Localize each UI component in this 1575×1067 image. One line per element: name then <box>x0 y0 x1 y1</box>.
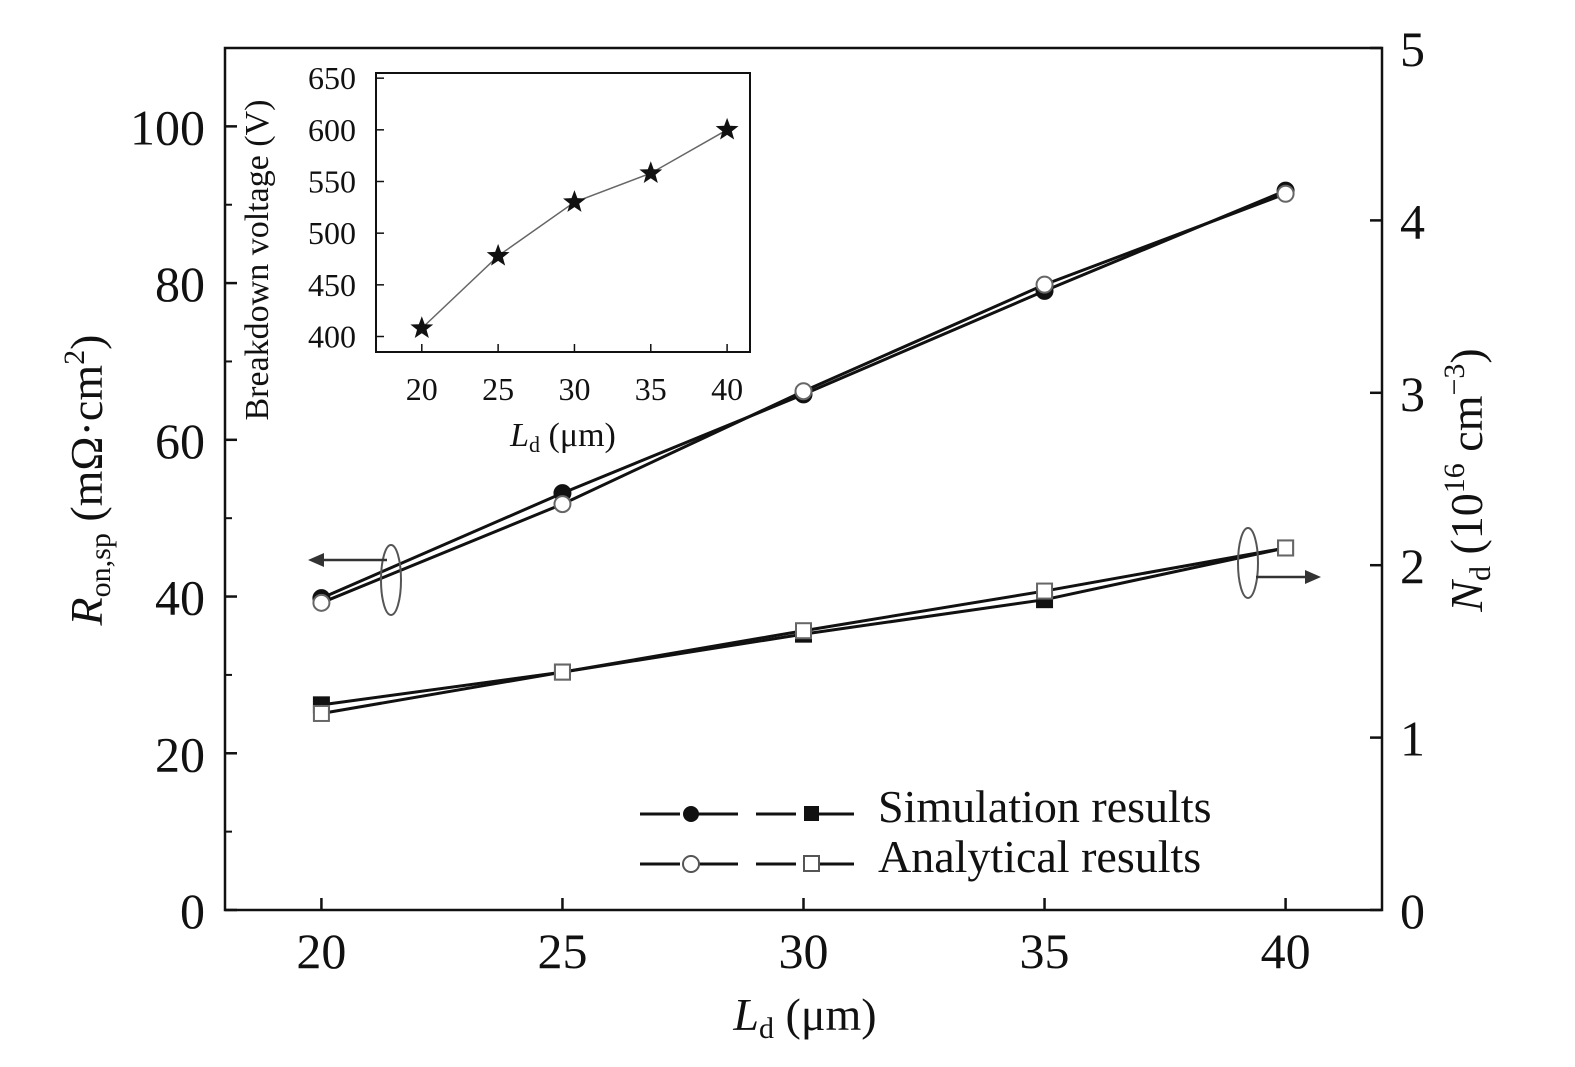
legend-entry-simulation: Simulation results <box>640 781 1212 832</box>
inset-series <box>410 117 739 338</box>
right-tick-label: 3 <box>1400 366 1425 422</box>
right-arrow-icon <box>1305 570 1321 584</box>
inset-star-marker <box>639 161 663 183</box>
left-tick-label: 0 <box>180 883 205 939</box>
right-tick-label: 2 <box>1400 538 1425 594</box>
right-tick-label: 0 <box>1400 883 1425 939</box>
inset-y-axis-title: Breakdown voltage (V) <box>239 99 276 420</box>
x-tick-label: 35 <box>1020 923 1070 979</box>
right-tick-label: 5 <box>1400 21 1425 77</box>
inset-chart: 400 450 500 550 600 650 20 25 30 35 40 Breakdown v… <box>239 60 751 457</box>
inset-y-tick-label: 550 <box>308 164 356 200</box>
inset-x-axis-title: Ld (μm) <box>509 417 616 457</box>
inset-x-tick-label: 40 <box>711 371 743 407</box>
left-axis-indicator <box>308 544 402 616</box>
legend-open-square-marker <box>803 855 820 872</box>
legend-filled-square-marker <box>804 806 819 821</box>
data-point-square <box>795 622 812 640</box>
left-indicator-ellipse <box>380 544 402 616</box>
series-open-circle <box>312 184 1295 612</box>
inset-star-marker <box>715 117 739 140</box>
inset-y-tick-label: 400 <box>308 319 356 355</box>
x-tick-label: 20 <box>296 923 346 979</box>
left-arrow-icon <box>308 553 324 567</box>
data-point-circle <box>553 495 572 514</box>
inset-x-tick-label: 30 <box>558 371 590 407</box>
right-axis-title: Nd (1016 cm−3) <box>1438 348 1497 612</box>
left-axis: 0 20 40 60 80 100 <box>130 99 237 939</box>
right-axis: 0 1 2 3 4 5 <box>1370 21 1425 939</box>
inset-x-tick-label: 25 <box>482 371 514 407</box>
x-axis: 20 25 30 35 40 <box>296 898 1311 979</box>
left-tick-label: 20 <box>155 726 205 782</box>
data-point-circle <box>1276 184 1295 203</box>
inset-x-tick-label: 20 <box>406 371 438 407</box>
left-tick-label: 80 <box>155 256 205 312</box>
x-axis-title: Ld (μm) <box>732 989 876 1045</box>
left-tick-label: 40 <box>155 570 205 626</box>
data-point-circle <box>794 382 813 401</box>
data-point-square <box>312 704 330 722</box>
x-tick-label: 30 <box>779 923 829 979</box>
left-axis-title: Ron,sp (mΩ·cm2) <box>58 335 117 627</box>
legend-label-analytical: Analytical results <box>878 831 1201 882</box>
right-tick-label: 4 <box>1400 193 1425 249</box>
inset-star-marker <box>563 190 586 212</box>
right-axis-indicator <box>1237 527 1321 599</box>
data-point-square <box>1036 582 1054 600</box>
inset-x-tick-label: 35 <box>635 371 667 407</box>
data-point-circle <box>312 593 331 612</box>
inset-y-tick-label: 500 <box>308 215 356 251</box>
x-tick-label: 40 <box>1261 923 1311 979</box>
legend-open-circle-marker <box>682 855 700 873</box>
inset-axes: 400 450 500 550 600 650 20 25 30 35 40 <box>308 60 743 407</box>
right-tick-label: 1 <box>1400 711 1425 767</box>
legend-entry-analytical: Analytical results <box>640 831 1201 882</box>
right-indicator-ellipse <box>1237 527 1259 599</box>
legend-filled-circle-marker <box>683 806 699 822</box>
inset-star-marker <box>410 316 434 338</box>
inset-y-tick-label: 450 <box>308 267 356 303</box>
data-point-square <box>553 663 571 681</box>
legend-label-simulation: Simulation results <box>878 781 1212 832</box>
x-tick-label: 25 <box>537 923 587 979</box>
series-layer <box>312 181 1295 722</box>
left-tick-label: 60 <box>155 413 205 469</box>
left-tick-label: 100 <box>130 99 205 155</box>
data-point-square <box>1277 539 1295 557</box>
series-open-square <box>312 539 1295 722</box>
inset-star-marker <box>486 243 510 266</box>
data-point-circle <box>1035 275 1054 294</box>
legend: Simulation results Analytical results <box>640 781 1212 882</box>
inset-frame <box>375 72 751 353</box>
inset-y-tick-label: 650 <box>308 60 356 96</box>
inset-y-tick-label: 600 <box>308 112 356 148</box>
